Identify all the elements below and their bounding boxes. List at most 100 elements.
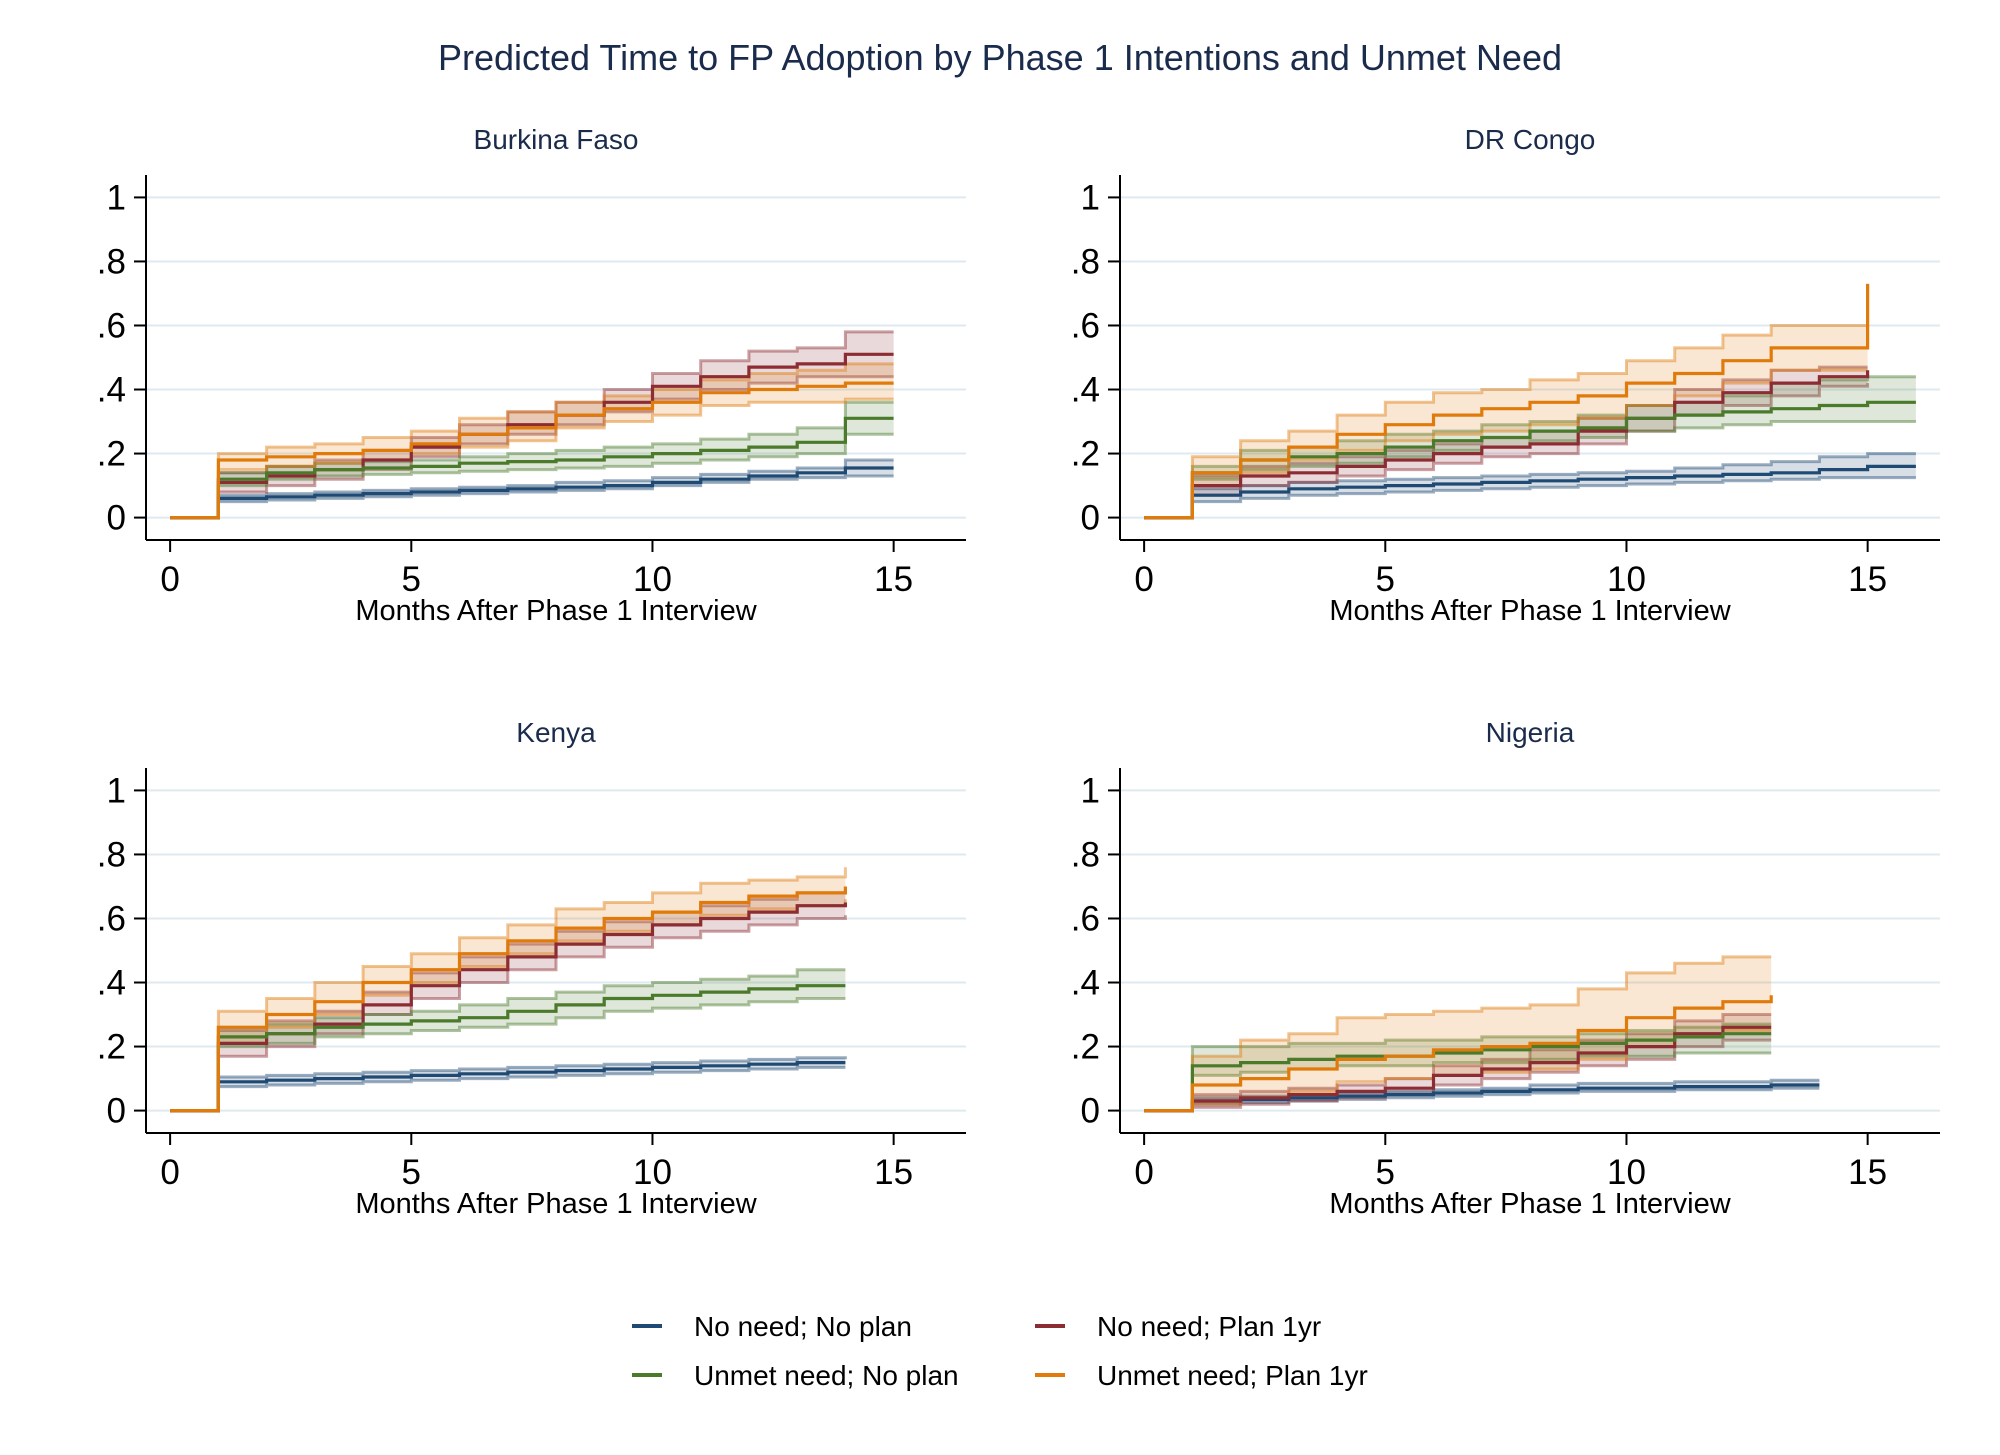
- legend-label: Unmet need; No plan: [694, 1360, 959, 1391]
- series-line-no-need-no-plan: [170, 1061, 846, 1113]
- ci-band-no-need-no-plan: [170, 1056, 846, 1111]
- ci-lower-unmet-need-no-plan: [170, 432, 894, 520]
- x-tick-label: 10: [1607, 560, 1646, 599]
- y-tick-label: 0: [107, 499, 126, 538]
- x-axis-label: Months After Phase 1 Interview: [1329, 1188, 1731, 1220]
- y-tick-label: .8: [97, 242, 126, 281]
- y-tick-label: 1: [107, 178, 126, 217]
- y-tick-label: .4: [1071, 964, 1100, 1003]
- x-tick-label: 15: [874, 1153, 913, 1192]
- panel-title: Kenya: [516, 717, 596, 748]
- ci-upper-no-need-no-plan: [1144, 452, 1916, 520]
- y-tick-label: .4: [97, 371, 126, 410]
- ci-band-unmet-need-plan-1yr: [1144, 283, 1868, 518]
- x-tick-label: 0: [1134, 560, 1153, 599]
- y-tick-label: .6: [1071, 306, 1100, 345]
- ci-upper-unmet-need-no-plan: [170, 400, 894, 520]
- series-line-no-need-plan-1yr: [170, 352, 894, 520]
- ci-lower-no-need-no-plan: [170, 1065, 846, 1113]
- ci-band-unmet-need-no-plan: [170, 969, 846, 1111]
- ci-band-unmet-need-plan-1yr: [170, 867, 846, 1111]
- ci-lower-no-need-plan-1yr: [1144, 1038, 1772, 1113]
- legend-label: Unmet need; Plan 1yr: [1097, 1360, 1368, 1391]
- y-tick-label: .2: [1071, 435, 1100, 474]
- x-axis-label: Months After Phase 1 Interview: [355, 1188, 757, 1220]
- ci-lower-unmet-need-plan-1yr: [170, 397, 894, 520]
- y-tick-label: .6: [1071, 899, 1100, 938]
- ci-upper-no-need-plan-1yr: [170, 330, 894, 520]
- x-axis-label: Months After Phase 1 Interview: [355, 595, 757, 627]
- x-tick-label: 0: [160, 1153, 179, 1192]
- panel-title: DR Congo: [1465, 124, 1596, 155]
- y-tick-label: .8: [97, 835, 126, 874]
- series-line-no-need-no-plan: [1144, 464, 1916, 520]
- x-tick-label: 15: [874, 560, 913, 599]
- y-tick-label: 0: [1081, 499, 1100, 538]
- ci-upper-unmet-need-plan-1yr: [170, 867, 847, 1113]
- ci-upper-unmet-need-no-plan: [170, 968, 846, 1113]
- ci-band-unmet-need-plan-1yr: [1144, 956, 1772, 1111]
- series-line-unmet-need-no-plan: [1144, 1032, 1772, 1113]
- series-line-unmet-need-plan-1yr: [1144, 283, 1870, 520]
- ci-lower-unmet-need-no-plan: [1144, 1051, 1772, 1113]
- y-tick-label: .4: [1071, 371, 1100, 410]
- x-tick-label: 0: [1134, 1153, 1153, 1192]
- legend-label: No need; Plan 1yr: [1097, 1311, 1321, 1342]
- y-tick-label: .8: [1071, 835, 1100, 874]
- y-tick-label: 1: [1081, 178, 1100, 217]
- y-tick-label: .6: [97, 899, 126, 938]
- x-tick-label: 10: [633, 560, 672, 599]
- x-tick-label: 5: [1376, 1153, 1395, 1192]
- ci-upper-unmet-need-no-plan: [1144, 1022, 1772, 1113]
- ci-lower-no-need-no-plan: [1144, 476, 1916, 520]
- ci-band-no-need-no-plan: [1144, 453, 1916, 518]
- ci-band-unmet-need-no-plan: [1144, 1024, 1772, 1111]
- ci-band-unmet-need-plan-1yr: [170, 363, 894, 518]
- series-line-unmet-need-plan-1yr: [1144, 995, 1773, 1113]
- y-tick-label: .6: [97, 306, 126, 345]
- ci-upper-no-need-no-plan: [170, 1056, 847, 1113]
- x-tick-label: 5: [402, 1153, 421, 1192]
- x-tick-label: 0: [160, 560, 179, 599]
- series-line-unmet-need-plan-1yr: [170, 886, 847, 1113]
- x-tick-label: 10: [1607, 1153, 1646, 1192]
- y-tick-label: 0: [1081, 1092, 1100, 1131]
- series-line-unmet-need-no-plan: [170, 984, 846, 1113]
- y-tick-label: 0: [107, 1092, 126, 1131]
- legend-label: No need; No plan: [694, 1311, 912, 1342]
- x-axis-label: Months After Phase 1 Interview: [1329, 595, 1731, 627]
- ci-upper-unmet-need-plan-1yr: [1144, 955, 1772, 1113]
- legend-item-unmet-need-plan-1yr: Unmet need; Plan 1yr: [1035, 1360, 1368, 1391]
- ci-upper-no-need-no-plan: [1144, 1078, 1820, 1113]
- ci-lower-no-need-no-plan: [1144, 1086, 1820, 1113]
- y-tick-label: .2: [97, 435, 126, 474]
- y-tick-label: 1: [107, 771, 126, 810]
- chart-title: Predicted Time to FP Adoption by Phase 1…: [438, 37, 1562, 78]
- x-tick-label: 5: [1376, 560, 1395, 599]
- y-tick-label: .2: [97, 1028, 126, 1067]
- ci-lower-unmet-need-no-plan: [170, 997, 846, 1113]
- y-tick-label: .8: [1071, 242, 1100, 281]
- x-tick-label: 15: [1848, 560, 1887, 599]
- ci-band-unmet-need-no-plan: [170, 402, 894, 518]
- ci-upper-no-need-plan-1yr: [1144, 1013, 1772, 1113]
- series-line-no-need-plan-1yr: [1144, 370, 1870, 520]
- series-line-no-need-plan-1yr: [1144, 1025, 1772, 1113]
- ci-lower-no-need-no-plan: [170, 474, 894, 520]
- series-line-unmet-need-no-plan: [170, 416, 894, 520]
- x-tick-label: 10: [633, 1153, 672, 1192]
- legend-item-unmet-need-no-plan: Unmet need; No plan: [632, 1360, 959, 1391]
- x-tick-label: 15: [1848, 1153, 1887, 1192]
- y-tick-label: .2: [1071, 1028, 1100, 1067]
- x-tick-label: 5: [402, 560, 421, 599]
- panel-title: Burkina Faso: [474, 124, 639, 155]
- y-tick-label: 1: [1081, 771, 1100, 810]
- y-tick-label: .4: [97, 964, 126, 1003]
- ci-band-no-need-plan-1yr: [1144, 367, 1868, 518]
- series-line-unmet-need-plan-1yr: [170, 381, 894, 520]
